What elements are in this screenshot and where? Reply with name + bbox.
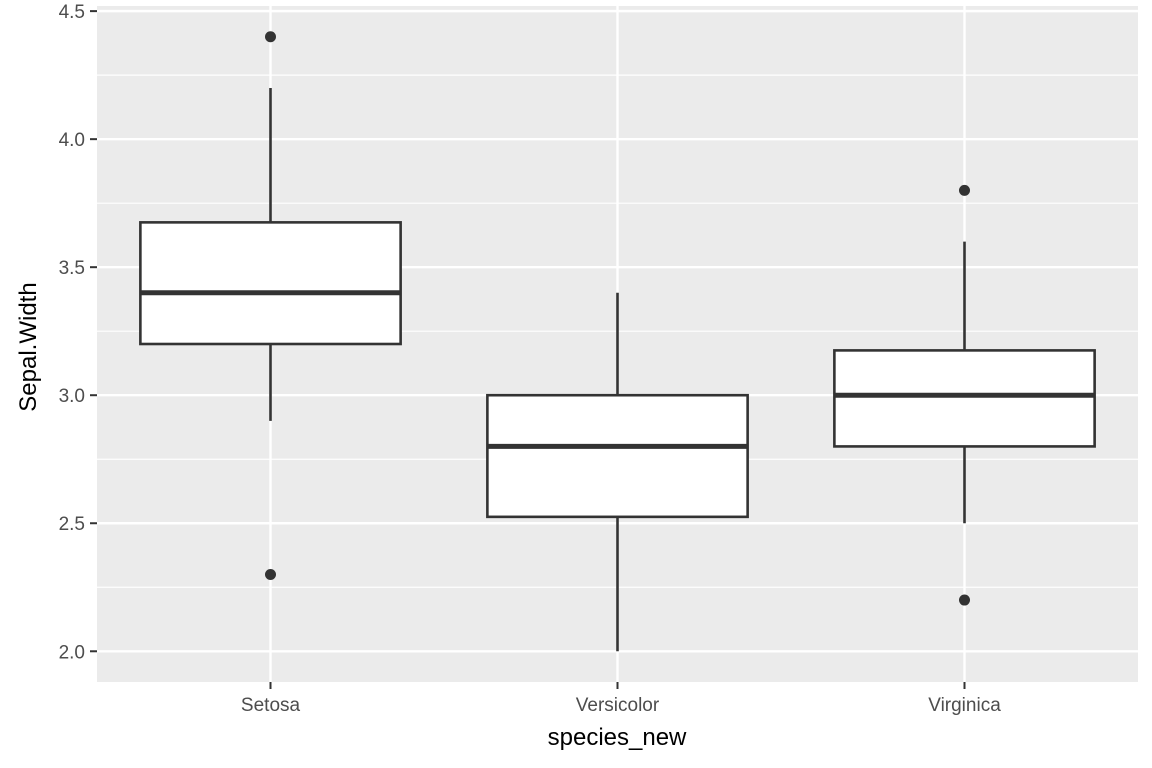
x-axis-title: species_new: [548, 724, 687, 751]
boxes-layer: [139, 31, 1096, 652]
box-virginica: [833, 184, 1096, 606]
iqr-box: [486, 393, 749, 519]
x-tick-label: Virginica: [928, 695, 1001, 716]
y-tick-label: 2.0: [59, 642, 85, 663]
x-tick-label: Versicolor: [576, 695, 660, 716]
outlier-point: [959, 184, 970, 196]
outlier-point: [959, 594, 970, 606]
y-tick-label: 4.0: [59, 130, 85, 151]
y-axis: 2.0 2.5 3.0 3.5 4.0 4.5: [59, 2, 97, 663]
box-setosa: [139, 31, 402, 580]
outlier-point: [265, 31, 276, 43]
y-tick-label: 4.5: [59, 2, 85, 23]
box-versicolor: [486, 292, 749, 652]
y-tick-label: 3.5: [59, 258, 85, 279]
y-tick-label: 2.5: [59, 514, 85, 535]
outlier-point: [265, 568, 276, 580]
x-axis: Setosa Versicolor Virginica: [241, 682, 1001, 716]
y-tick-label: 3.0: [59, 386, 85, 407]
x-tick-label: Setosa: [241, 695, 301, 716]
iqr-box: [833, 349, 1096, 448]
y-axis-title: Sepal.Width: [15, 282, 42, 411]
iqr-box: [139, 221, 402, 346]
